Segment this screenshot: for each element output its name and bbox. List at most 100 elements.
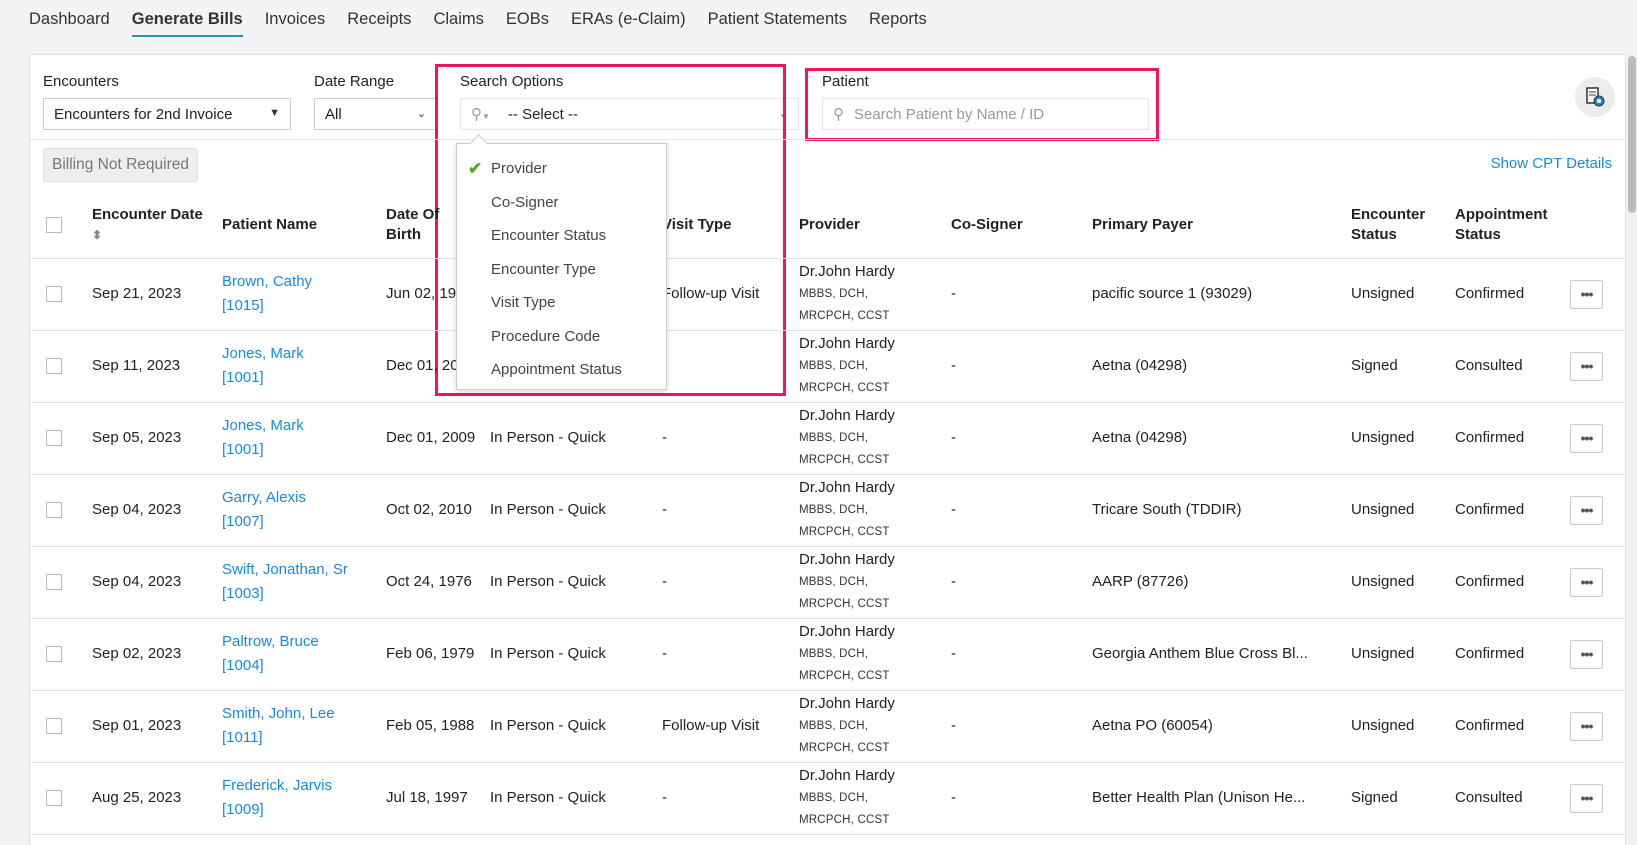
column-header-co-signer: Co-Signer bbox=[938, 192, 1079, 259]
encounters-select[interactable]: Encounters for 2nd Invoice ▼ bbox=[43, 98, 291, 130]
patient-id-link[interactable]: [1009] bbox=[222, 801, 264, 818]
more-actions-button[interactable]: ••• bbox=[1570, 567, 1603, 597]
search-icon: ⚲ bbox=[833, 106, 844, 123]
view-document-button[interactable] bbox=[1575, 77, 1615, 117]
patient-name-link[interactable]: Brown, Cathy bbox=[222, 273, 313, 290]
row-checkbox[interactable] bbox=[46, 358, 62, 375]
menu-item-label: Encounter Type bbox=[491, 260, 596, 278]
tab-patient-statements[interactable]: Patient Statements bbox=[707, 10, 847, 28]
tab-generate-bills[interactable]: Generate Bills bbox=[131, 10, 243, 37]
more-actions-button[interactable]: ••• bbox=[1570, 495, 1603, 525]
row-checkbox[interactable] bbox=[46, 790, 62, 807]
show-cpt-details-link[interactable]: Show CPT Details bbox=[1490, 155, 1612, 172]
tab-reports[interactable]: Reports bbox=[868, 10, 927, 28]
menu-item-visit-type[interactable]: Visit Type bbox=[457, 286, 666, 320]
tab-dashboard[interactable]: Dashboard bbox=[29, 10, 110, 28]
column-header-encounter-date[interactable]: Encounter Date ⬍ bbox=[79, 192, 209, 259]
row-checkbox[interactable] bbox=[46, 574, 62, 591]
patient-name-link[interactable]: Frederick, Jarvis bbox=[222, 777, 333, 794]
date-of-birth: Feb 05, 1988 bbox=[373, 690, 477, 763]
date-range-select[interactable]: All ⌄ bbox=[314, 98, 437, 130]
provider-qualifications: MBBS, DCH, MRCPCH, CCST bbox=[799, 288, 890, 322]
more-actions-button[interactable]: ••• bbox=[1570, 423, 1603, 453]
column-header-patient-name: Patient Name bbox=[209, 192, 373, 259]
date-range-value: All bbox=[325, 105, 342, 123]
co-signer: - bbox=[938, 618, 1079, 691]
more-actions-button[interactable]: ••• bbox=[1570, 351, 1603, 381]
primary-payer: Aetna (04298) bbox=[1079, 330, 1338, 403]
tab-eobs[interactable]: EOBs bbox=[505, 10, 549, 28]
patient-name-cell: Jones, Mark [1001] bbox=[209, 330, 373, 403]
patient-name-link[interactable]: Jones, Mark bbox=[222, 345, 304, 362]
more-actions-button[interactable]: ••• bbox=[1570, 783, 1603, 813]
menu-item-procedure-code[interactable]: Procedure Code bbox=[457, 320, 666, 354]
row-checkbox[interactable] bbox=[46, 718, 62, 735]
primary-payer: AARP (87726) bbox=[1079, 546, 1338, 619]
primary-payer: pacific source 1 (93029) bbox=[1079, 258, 1338, 331]
nav-tabs: Dashboard Generate Bills Invoices Receipts C… bbox=[29, 10, 949, 37]
more-actions-button[interactable]: ••• bbox=[1570, 279, 1603, 309]
patient-name-cell: Jones, Mark [1001] bbox=[209, 402, 373, 475]
more-actions-button[interactable]: ••• bbox=[1570, 711, 1603, 741]
row-checkbox-cell bbox=[30, 762, 79, 835]
encounter-date: Aug 25, 2023 bbox=[79, 762, 209, 835]
patient-name-link[interactable]: Garry, Alexis bbox=[222, 489, 306, 506]
search-options-label: Search Options bbox=[460, 73, 564, 90]
column-header-encounter-status: Encounter Status bbox=[1338, 192, 1442, 259]
patient-id-link[interactable]: [1004] bbox=[222, 657, 264, 674]
more-actions-button[interactable]: ••• bbox=[1570, 639, 1603, 669]
scrollbar-thumb[interactable] bbox=[1628, 56, 1636, 213]
menu-item-co-signer[interactable]: Co-Signer bbox=[457, 186, 666, 220]
patient-name-link[interactable]: Paltrow, Bruce bbox=[222, 633, 319, 650]
row-checkbox[interactable] bbox=[46, 646, 62, 663]
generate-bills-panel: Encounters Encounters for 2nd Invoice ▼ D… bbox=[29, 54, 1627, 845]
patient-id-link[interactable]: [1001] bbox=[222, 441, 264, 458]
patient-search-placeholder: Search Patient by Name / ID bbox=[854, 105, 1045, 123]
search-options-select[interactable]: ⚲▼ -- Select -- ⌄ bbox=[460, 98, 799, 130]
patient-name-link[interactable]: Smith, John, Lee bbox=[222, 705, 335, 722]
date-of-birth: Jul 18, 1997 bbox=[373, 762, 477, 835]
provider-name: Dr.John Hardy bbox=[799, 335, 895, 352]
visit-type: Follow-up Visit bbox=[649, 258, 786, 331]
menu-item-encounter-type[interactable]: Encounter Type bbox=[457, 253, 666, 287]
patient-id-link[interactable]: [1011] bbox=[222, 729, 263, 746]
patient-id-link[interactable]: [1007] bbox=[222, 513, 264, 530]
tab-invoices[interactable]: Invoices bbox=[264, 10, 326, 28]
patient-name-cell: Brown, Cathy [1015] bbox=[209, 258, 373, 331]
row-checkbox-cell bbox=[30, 330, 79, 403]
filter-divider bbox=[30, 139, 1625, 140]
co-signer: - bbox=[938, 474, 1079, 547]
patient-name-link[interactable]: Swift, Jonathan, Sr bbox=[222, 561, 348, 578]
row-checkbox[interactable] bbox=[46, 502, 62, 519]
encounter-status: Unsigned bbox=[1338, 258, 1442, 331]
scrollbar[interactable] bbox=[1627, 54, 1637, 845]
actions-cell: ••• bbox=[1570, 546, 1627, 619]
row-checkbox-cell bbox=[30, 546, 79, 619]
visit-type: - bbox=[649, 474, 786, 547]
patient-name-link[interactable]: Jones, Mark bbox=[222, 417, 304, 434]
encounter-status: Signed bbox=[1338, 330, 1442, 403]
actions-cell: ••• bbox=[1570, 330, 1627, 403]
patient-id-link[interactable]: [1015] bbox=[222, 297, 264, 314]
row-checkbox[interactable] bbox=[46, 286, 62, 303]
tab-eras-e-claim-[interactable]: ERAs (e-Claim) bbox=[570, 10, 686, 28]
patient-id-link[interactable]: [1001] bbox=[222, 369, 264, 386]
billing-not-required-button[interactable]: Billing Not Required bbox=[43, 148, 198, 182]
tab-claims[interactable]: Claims bbox=[433, 10, 484, 28]
menu-item-encounter-status[interactable]: Encounter Status bbox=[457, 219, 666, 253]
menu-item-provider[interactable]: ✔ Provider bbox=[457, 152, 666, 186]
sort-icon[interactable]: ⬍ bbox=[92, 227, 103, 242]
table-row: Sep 21, 2023 Brown, Cathy [1015] Jun 02, 19… bbox=[30, 258, 1627, 331]
menu-item-appointment-status[interactable]: Appointment Status bbox=[457, 353, 666, 387]
column-header-visit-type: Visit Type bbox=[649, 192, 786, 259]
tab-receipts[interactable]: Receipts bbox=[347, 10, 412, 28]
patient-search-input[interactable]: ⚲ Search Patient by Name / ID bbox=[822, 98, 1149, 130]
column-label: Encounter Date bbox=[92, 205, 203, 223]
row-checkbox[interactable] bbox=[46, 430, 62, 447]
patient-id-link[interactable]: [1003] bbox=[222, 585, 264, 602]
provider-name: Dr.John Hardy bbox=[799, 623, 895, 640]
menu-item-label: Provider bbox=[491, 160, 547, 178]
row-checkbox-cell bbox=[30, 690, 79, 763]
visit-type: - bbox=[649, 546, 786, 619]
select-all-checkbox[interactable] bbox=[46, 216, 62, 233]
